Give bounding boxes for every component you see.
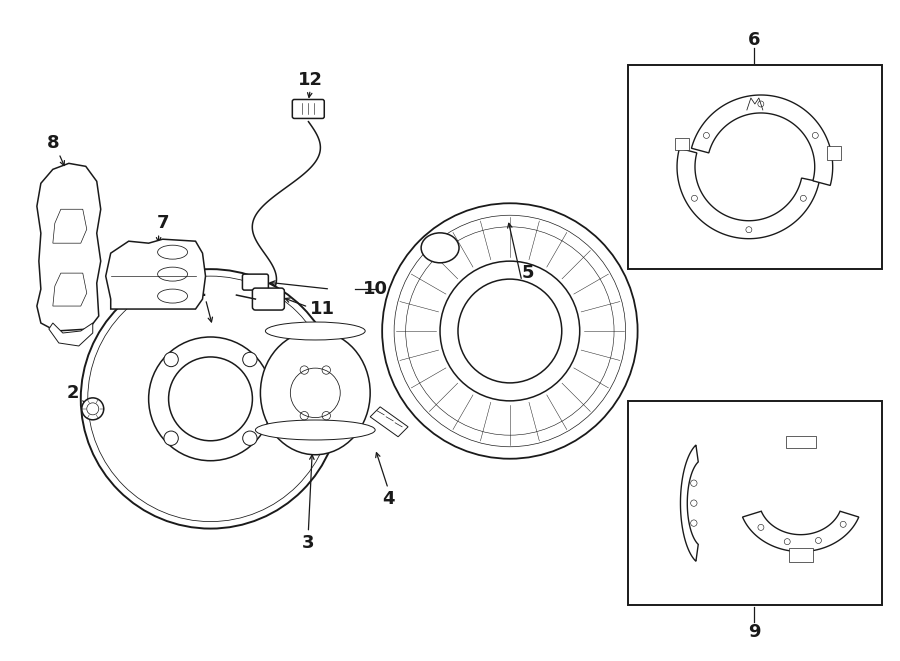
Ellipse shape [256,420,375,440]
Text: 9: 9 [748,623,760,641]
Circle shape [164,431,178,446]
Circle shape [243,352,257,367]
Polygon shape [691,95,832,186]
Polygon shape [680,445,698,561]
Bar [788,548,813,562]
Polygon shape [105,239,205,309]
Ellipse shape [158,245,187,259]
Polygon shape [37,163,101,331]
FancyBboxPatch shape [252,288,284,310]
Text: 7: 7 [157,214,169,232]
Text: 5: 5 [522,264,534,282]
Polygon shape [49,323,93,346]
Text: 10: 10 [363,280,388,298]
Text: 1: 1 [194,282,207,300]
Circle shape [82,398,104,420]
Circle shape [164,352,178,367]
Polygon shape [53,273,86,306]
FancyBboxPatch shape [292,100,324,118]
Circle shape [168,357,252,441]
FancyBboxPatch shape [242,274,268,290]
Circle shape [243,431,257,446]
Ellipse shape [158,267,187,281]
Ellipse shape [266,322,365,340]
Text: 2: 2 [67,384,79,402]
Ellipse shape [421,233,459,263]
Polygon shape [53,210,86,243]
Text: 4: 4 [382,490,394,508]
Polygon shape [742,511,859,552]
Bar [786,436,815,448]
Bar [827,146,842,160]
Text: 11: 11 [310,300,335,318]
Text: 3: 3 [302,533,314,551]
Ellipse shape [260,331,370,455]
Circle shape [81,269,340,529]
Circle shape [458,279,562,383]
Ellipse shape [158,289,187,303]
Bar [627,401,882,605]
Text: 8: 8 [47,134,59,153]
Bar [627,65,882,269]
Text: 6: 6 [748,30,760,49]
Polygon shape [370,407,408,437]
Circle shape [382,204,637,459]
Polygon shape [677,148,819,239]
Bar [676,138,689,150]
Text: 12: 12 [298,71,323,89]
